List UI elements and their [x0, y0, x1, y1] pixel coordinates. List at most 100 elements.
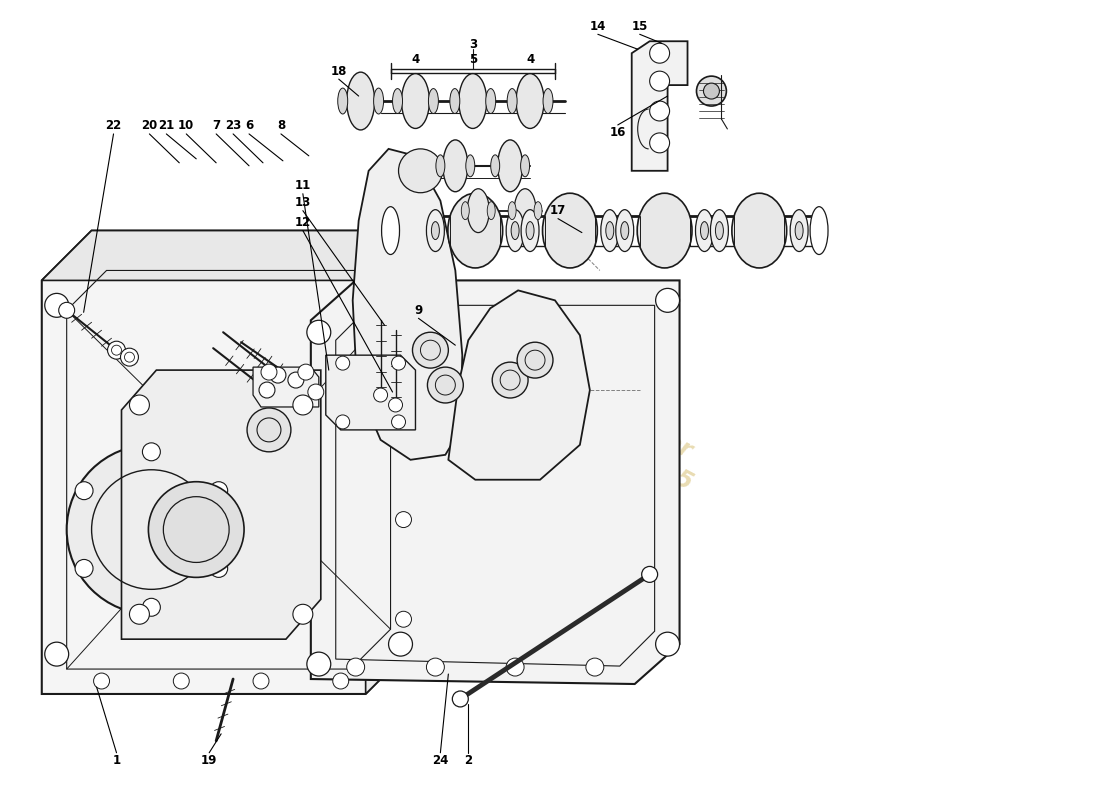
Ellipse shape: [428, 89, 439, 114]
Ellipse shape: [461, 202, 470, 220]
Ellipse shape: [459, 74, 486, 129]
Circle shape: [656, 288, 680, 312]
Ellipse shape: [468, 189, 490, 233]
Circle shape: [75, 559, 94, 578]
Ellipse shape: [535, 202, 542, 220]
Circle shape: [492, 362, 528, 398]
Circle shape: [108, 342, 125, 359]
Circle shape: [388, 263, 412, 287]
Ellipse shape: [701, 222, 708, 239]
Ellipse shape: [641, 566, 658, 582]
Circle shape: [258, 382, 275, 398]
Ellipse shape: [508, 202, 516, 220]
Ellipse shape: [427, 210, 444, 251]
Text: 15: 15: [631, 20, 648, 33]
Circle shape: [261, 364, 277, 380]
Circle shape: [288, 372, 304, 388]
Ellipse shape: [696, 76, 726, 106]
Text: 19: 19: [201, 754, 218, 767]
Ellipse shape: [450, 89, 460, 114]
Circle shape: [94, 673, 110, 689]
Ellipse shape: [393, 89, 403, 114]
Ellipse shape: [497, 140, 522, 192]
Text: 8: 8: [277, 119, 285, 133]
Circle shape: [67, 445, 236, 614]
Ellipse shape: [543, 89, 553, 114]
Text: 21: 21: [158, 119, 175, 133]
Ellipse shape: [616, 210, 634, 251]
Circle shape: [517, 342, 553, 378]
Circle shape: [58, 302, 75, 318]
Circle shape: [412, 332, 449, 368]
Polygon shape: [449, 290, 590, 480]
Ellipse shape: [448, 194, 503, 268]
Polygon shape: [42, 230, 416, 694]
Text: 24: 24: [432, 754, 449, 767]
Circle shape: [210, 482, 228, 500]
Ellipse shape: [491, 155, 499, 177]
Circle shape: [650, 133, 670, 153]
Ellipse shape: [526, 222, 535, 239]
Circle shape: [270, 367, 286, 383]
Circle shape: [374, 388, 387, 402]
Ellipse shape: [507, 89, 517, 114]
Text: 12: 12: [295, 216, 311, 229]
Polygon shape: [311, 281, 680, 684]
Text: 7: 7: [212, 119, 220, 133]
Ellipse shape: [382, 206, 399, 254]
Text: 10: 10: [178, 119, 195, 133]
Ellipse shape: [514, 189, 536, 233]
Ellipse shape: [715, 222, 724, 239]
Text: 5: 5: [469, 53, 477, 66]
Text: 11: 11: [295, 179, 311, 192]
Ellipse shape: [374, 88, 384, 114]
Text: 6: 6: [245, 119, 253, 133]
Circle shape: [293, 395, 312, 415]
Ellipse shape: [338, 88, 348, 114]
Text: 3: 3: [469, 38, 476, 50]
Ellipse shape: [465, 155, 475, 177]
Ellipse shape: [346, 72, 375, 130]
Circle shape: [396, 611, 411, 627]
Text: 2: 2: [464, 754, 472, 767]
Circle shape: [45, 642, 68, 666]
Circle shape: [586, 658, 604, 676]
Circle shape: [656, 632, 680, 656]
Circle shape: [130, 604, 150, 624]
Text: 23: 23: [226, 119, 241, 133]
Circle shape: [336, 356, 350, 370]
Polygon shape: [365, 230, 416, 694]
Ellipse shape: [704, 83, 719, 99]
Circle shape: [392, 356, 406, 370]
Polygon shape: [353, 149, 462, 460]
Text: 18: 18: [330, 65, 346, 78]
Polygon shape: [42, 230, 416, 281]
Ellipse shape: [436, 155, 444, 177]
Ellipse shape: [790, 210, 808, 251]
Ellipse shape: [506, 210, 524, 251]
Ellipse shape: [487, 202, 495, 220]
Ellipse shape: [695, 210, 714, 251]
Circle shape: [142, 443, 161, 461]
Text: 13: 13: [295, 196, 311, 209]
Polygon shape: [121, 370, 321, 639]
Circle shape: [388, 398, 403, 412]
Ellipse shape: [431, 222, 439, 239]
Circle shape: [248, 408, 290, 452]
Polygon shape: [253, 367, 319, 407]
Circle shape: [388, 632, 412, 656]
Ellipse shape: [512, 222, 519, 239]
Circle shape: [210, 559, 228, 578]
Ellipse shape: [637, 194, 692, 268]
Circle shape: [336, 415, 350, 429]
Circle shape: [121, 348, 139, 366]
Circle shape: [650, 43, 670, 63]
Circle shape: [346, 658, 364, 676]
Circle shape: [253, 673, 270, 689]
Ellipse shape: [711, 210, 728, 251]
Text: 22: 22: [106, 119, 122, 133]
Ellipse shape: [443, 140, 468, 192]
Circle shape: [308, 384, 323, 400]
Circle shape: [396, 312, 411, 328]
Circle shape: [130, 395, 150, 415]
